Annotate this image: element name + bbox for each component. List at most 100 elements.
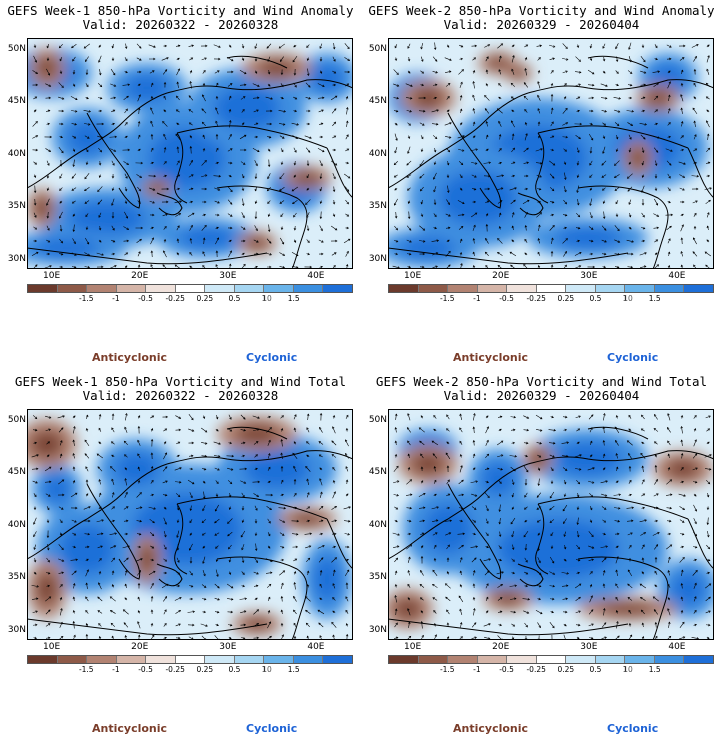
colorbar-label: -0.5 (138, 294, 153, 303)
colorbar-swatch (566, 656, 596, 663)
colorbar-label: 0.5 (228, 294, 241, 303)
colorbar-swatch (625, 285, 655, 292)
wind-vectors (31, 42, 351, 269)
longitude-label: 30E (580, 271, 598, 281)
latitude-label: 30N (368, 253, 387, 264)
colorbar-swatch (684, 285, 714, 292)
colorbar-swatch (477, 285, 508, 292)
colorbar-swatch (116, 285, 147, 292)
colorbar-label: 0.25 (196, 665, 214, 674)
latitude-label: 40N (7, 148, 26, 159)
colorbar-scale-note: 10 (623, 294, 633, 303)
longitude-label: 10E (43, 642, 61, 652)
map-title: GEFS Week-2 850-hPa Vorticity and Wind T… (375, 374, 708, 389)
colorbar-swatch (323, 656, 353, 663)
longitude-label: 30E (219, 642, 237, 652)
colorbar-swatch (28, 656, 58, 663)
colorbar-label: -0.5 (499, 665, 514, 674)
map-title: GEFS Week-1 850-hPa Vorticity and Wind T… (14, 374, 347, 389)
longitude-label: 30E (580, 642, 598, 652)
colorbar-label: 1 (261, 294, 267, 303)
panel-week2-anomaly: GEFS Week-2 850-hPa Vorticity and Wind A… (361, 0, 722, 371)
map-frame (27, 409, 353, 640)
colorbar (388, 284, 714, 293)
vorticity-map (388, 409, 714, 640)
colorbar-swatch (264, 656, 294, 663)
colorbar-label: 0.5 (589, 294, 602, 303)
colorbar-scale-note: 10 (623, 665, 633, 674)
colorbar-label: -1.5 (78, 294, 94, 303)
legend-cyclonic: Cyclonic (246, 722, 298, 735)
colorbar-swatch (448, 656, 478, 663)
vorticity-map (388, 38, 714, 269)
colorbar-label: 1.5 (648, 665, 661, 674)
latitude-label: 50N (368, 43, 387, 54)
colorbar-label: 1.5 (287, 665, 300, 674)
legend-cyclonic: Cyclonic (607, 722, 659, 735)
longitude-label: 10E (43, 271, 61, 281)
latitude-label: 40N (368, 148, 387, 159)
latitude-label: 30N (368, 624, 387, 635)
valid-period: Valid: 20260322 - 20260328 (82, 388, 279, 403)
colorbar-swatch (625, 656, 655, 663)
colorbar-swatch (389, 285, 419, 292)
longitude-label: 40E (668, 642, 686, 652)
vorticity-map (27, 38, 353, 269)
map-frame (27, 38, 353, 269)
colorbar-label: -0.25 (526, 665, 546, 674)
legend-anticyclonic: Anticyclonic (92, 722, 168, 735)
legend-anticyclonic: Anticyclonic (453, 351, 529, 364)
colorbar-label: 1 (622, 294, 628, 303)
colorbar-label: 0.5 (228, 665, 241, 674)
latitude-label: 50N (7, 43, 26, 54)
colorbar-swatch (146, 285, 176, 292)
latitude-label: 45N (7, 96, 26, 106)
panel-week1-anomaly: GEFS Week-1 850-hPa Vorticity and Wind A… (0, 0, 361, 371)
colorbar-swatch (389, 656, 419, 663)
colorbar-label: 0.25 (557, 665, 575, 674)
map-title: GEFS Week-1 850-hPa Vorticity and Wind A… (7, 3, 354, 18)
colorbar-label: 0.5 (589, 665, 602, 674)
map-frame (388, 38, 714, 269)
longitude-label: 20E (492, 271, 510, 281)
valid-period: Valid: 20260329 - 20260404 (443, 17, 640, 32)
colorbar-label: -0.25 (165, 294, 185, 303)
colorbar-swatch (536, 656, 567, 663)
colorbar-swatch (595, 285, 626, 292)
latitude-label: 35N (368, 572, 387, 582)
latitude-label: 35N (7, 201, 26, 211)
coastlines (388, 55, 714, 269)
colorbar-label: 1.5 (287, 294, 300, 303)
colorbar-swatch (418, 656, 449, 663)
colorbar (27, 284, 353, 293)
colorbar-label: -1.5 (439, 665, 455, 674)
colorbar-swatch (175, 656, 206, 663)
latitude-label: 45N (7, 467, 26, 477)
colorbar-label: 1.5 (648, 294, 661, 303)
vorticity-map (27, 409, 353, 640)
legend-cyclonic: Cyclonic (246, 351, 298, 364)
longitude-label: 10E (404, 271, 422, 281)
valid-period: Valid: 20260322 - 20260328 (82, 17, 279, 32)
colorbar-label: 0.25 (557, 294, 575, 303)
colorbar-scale-note: 10 (262, 294, 272, 303)
latitude-label: 45N (368, 467, 387, 477)
coastlines (388, 426, 714, 640)
wind-vectors (392, 412, 712, 640)
valid-period: Valid: 20260329 - 20260404 (443, 388, 640, 403)
latitude-label: 50N (368, 414, 387, 425)
colorbar-swatch (205, 285, 235, 292)
latitude-label: 30N (7, 624, 26, 635)
colorbar-swatch (477, 656, 508, 663)
colorbar-label: -0.5 (499, 294, 514, 303)
colorbar-swatch (175, 285, 206, 292)
longitude-label: 20E (131, 642, 149, 652)
wind-vectors (31, 412, 351, 640)
colorbar-swatch (87, 656, 117, 663)
colorbar-scale-note: 10 (262, 665, 272, 674)
colorbar-label: -0.25 (526, 294, 546, 303)
colorbar-swatch (57, 285, 88, 292)
colorbar-swatch (116, 656, 147, 663)
longitude-label: 20E (131, 271, 149, 281)
colorbar-swatch (57, 656, 88, 663)
